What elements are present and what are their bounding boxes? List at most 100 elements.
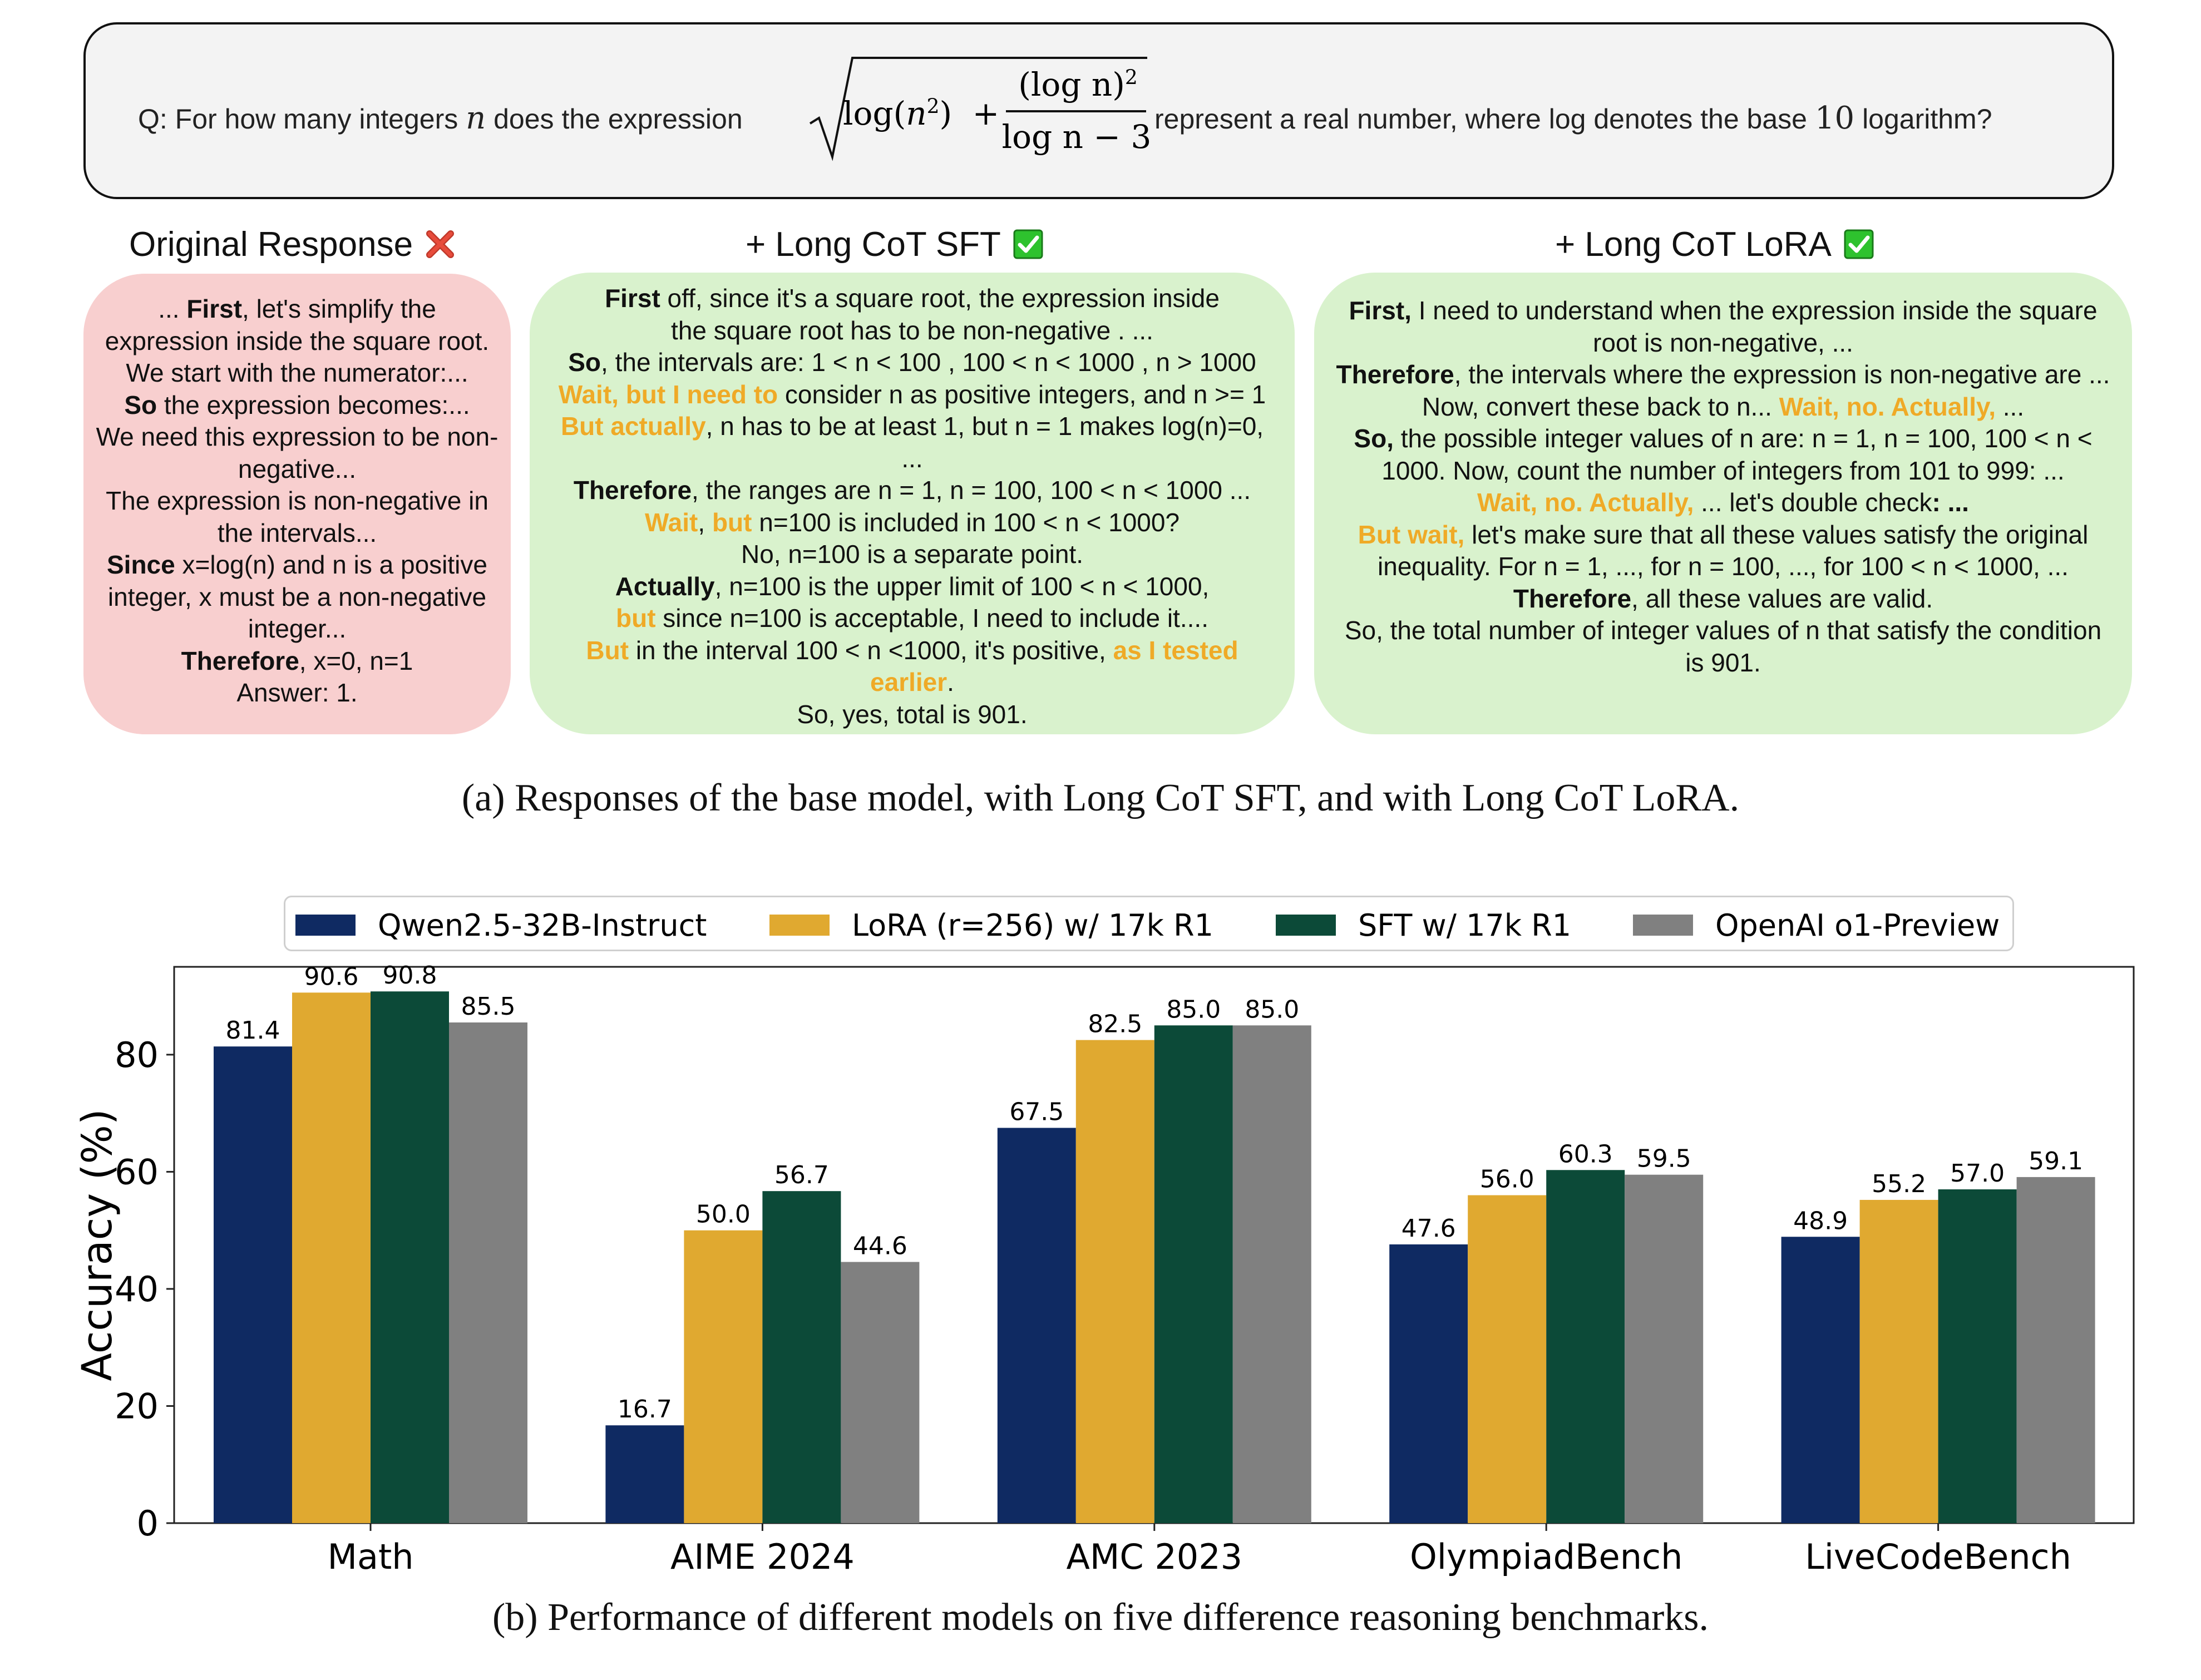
response-text: 1000. Now, count the number of integers … [1381, 456, 2065, 485]
response-text: n=100 is included in 100 < n < 1000? [752, 507, 1180, 537]
response-line: 1000. Now, count the number of integers … [1314, 455, 2132, 487]
response-text: ... [901, 443, 923, 473]
legend-label: OpenAI o1-Preview [1715, 907, 2000, 943]
highlight-text: But wait, [1358, 520, 1465, 549]
response-text: , x=0, n=1 [299, 646, 413, 675]
bar-value-label: 85.0 [1166, 995, 1221, 1024]
response-text: the square root has to be non-negative .… [671, 315, 1153, 345]
bold-text: Therefore [1336, 360, 1454, 389]
bar [2016, 1177, 2095, 1523]
caption-b: (b) Performance of different models on f… [492, 1596, 1709, 1639]
response-line: Therefore, the ranges are n = 1, n = 100… [530, 475, 1295, 507]
response-text: the intervals... [217, 518, 377, 547]
response-text: the possible integer values of n are: n … [1393, 424, 2093, 453]
response-line: We start with the numerator:... [83, 357, 511, 389]
bold-text: Therefore [181, 646, 299, 675]
long-cot-sft-box: First off, since it's a square root, the… [530, 273, 1295, 734]
response-line: root is non-negative, ... [1314, 327, 2132, 359]
response-line: but since n=100 is acceptable, I need to… [530, 602, 1295, 635]
bar [1154, 1025, 1233, 1523]
response-text: ... let's double check [1694, 488, 1932, 517]
bar [1468, 1195, 1547, 1523]
highlight-text: earlier [870, 668, 947, 696]
bold-text: First, [1349, 296, 1412, 325]
response-text: I need to understand when the expression… [1411, 296, 2098, 325]
legend-item-lora: LoRA (r=256) w/ 17k R1 [769, 908, 1213, 943]
bar [1781, 1237, 1860, 1523]
bar-value-label: 57.0 [1950, 1159, 2005, 1188]
response-text: x=log(n) and n is a positive [175, 550, 488, 579]
response-line: Wait, no. Actually, ... let's double che… [1314, 487, 2132, 519]
response-text: The expression is non-negative in [106, 486, 488, 515]
bold-text: Therefore [573, 476, 692, 505]
bar-value-label: 60.3 [1558, 1140, 1613, 1168]
response-line: But wait, let's make sure that all these… [1314, 519, 2132, 551]
bold-text: So [568, 348, 601, 377]
y-tick-label: 60 [115, 1152, 159, 1192]
response-text: We need this expression to be non- [96, 422, 499, 451]
accuracy-bar-chart: 0 20 40 60 80 Accuracy (%) 81.4 90.6 90.8 85.5 Mat… [73, 961, 2135, 1577]
response-text: , n=100 is the upper limit of 100 < n < … [714, 571, 1210, 601]
y-tick-label: 40 [115, 1269, 159, 1310]
radicand-log: log(n2) + [843, 95, 1000, 132]
bar-value-label: 81.4 [226, 1016, 280, 1045]
response-line: First off, since it's a square root, the… [530, 283, 1295, 315]
bar [1625, 1174, 1704, 1523]
response-line: Since x=log(n) and n is a positive [83, 549, 511, 581]
response-line: inequality. For n = 1, ..., for n = 100,… [1314, 551, 2132, 583]
bar-value-label: 85.0 [1245, 995, 1299, 1024]
response-line: But in the interval 100 < n <1000, it's … [530, 635, 1295, 667]
response-line: Therefore, x=0, n=1 [83, 645, 511, 678]
response-line: Wait, but n=100 is included in 100 < n <… [530, 507, 1295, 539]
bar-value-label: 90.6 [304, 962, 359, 991]
check-mark-icon [1013, 229, 1043, 259]
response-text: Now, convert these back to n... [1422, 392, 1779, 421]
bar [214, 1046, 292, 1523]
bar [1938, 1189, 2017, 1523]
bar [449, 1022, 527, 1523]
bar-value-label: 59.1 [2029, 1147, 2083, 1175]
bar [997, 1128, 1076, 1523]
question-prefix: Q: For how many integers n does the expr… [138, 100, 743, 136]
response-line: expression inside the square root. [83, 325, 511, 358]
highlight-text: Wait, no. Actually, [1477, 488, 1694, 517]
x-tick-label: LiveCodeBench [1805, 1536, 2071, 1577]
bar [605, 1425, 684, 1523]
bar-value-label: 47.6 [1401, 1214, 1456, 1243]
fraction-bar [1006, 110, 1146, 112]
bold-text: So, [1354, 424, 1394, 453]
bar-value-label: 50.0 [696, 1200, 751, 1229]
bold-text: Actually [615, 571, 715, 601]
bar-value-label: 67.5 [1009, 1098, 1064, 1126]
bar [762, 1191, 841, 1523]
fraction-numerator: (log n)2 [1018, 66, 1138, 103]
original-response-title: Original Response [129, 225, 455, 264]
response-text: inequality. For n = 1, ..., for n = 100,… [1378, 552, 2069, 581]
bold-text: : ... [1932, 488, 1969, 517]
response-line: Wait, but I need to consider n as positi… [530, 379, 1295, 411]
response-text: ... [158, 294, 187, 323]
y-tick-label: 80 [115, 1035, 159, 1075]
response-line: integer, x must be a non-negative [83, 581, 511, 614]
response-line: But actually, n has to be at least 1, bu… [530, 411, 1295, 443]
response-text: is 901. [1685, 648, 1761, 677]
response-text: integer... [248, 614, 347, 643]
bold-text: First [605, 284, 660, 313]
response-line: the square root has to be non-negative .… [530, 315, 1295, 347]
bar [371, 991, 449, 1523]
response-text: , [698, 507, 712, 537]
bold-text: So [124, 390, 157, 419]
response-text: So, the total number of integer values o… [1344, 616, 2102, 645]
response-text: root is non-negative, ... [1593, 328, 1853, 357]
response-text: in the interval 100 < n <1000, it's posi… [629, 635, 1113, 665]
response-text: Answer: 1. [236, 678, 358, 707]
response-line: Therefore, all these values are valid. [1314, 583, 2132, 615]
response-text: . [947, 668, 954, 696]
response-line: earlier. [530, 666, 1295, 699]
response-line: ... First, let's simplify the [83, 293, 511, 325]
legend-swatch [1633, 915, 1693, 936]
legend-item-qwen: Qwen2.5-32B-Instruct [295, 908, 707, 943]
bold-text: First [186, 294, 243, 323]
response-text: since n=100 is acceptable, I need to inc… [655, 604, 1208, 633]
bar [1232, 1025, 1311, 1523]
